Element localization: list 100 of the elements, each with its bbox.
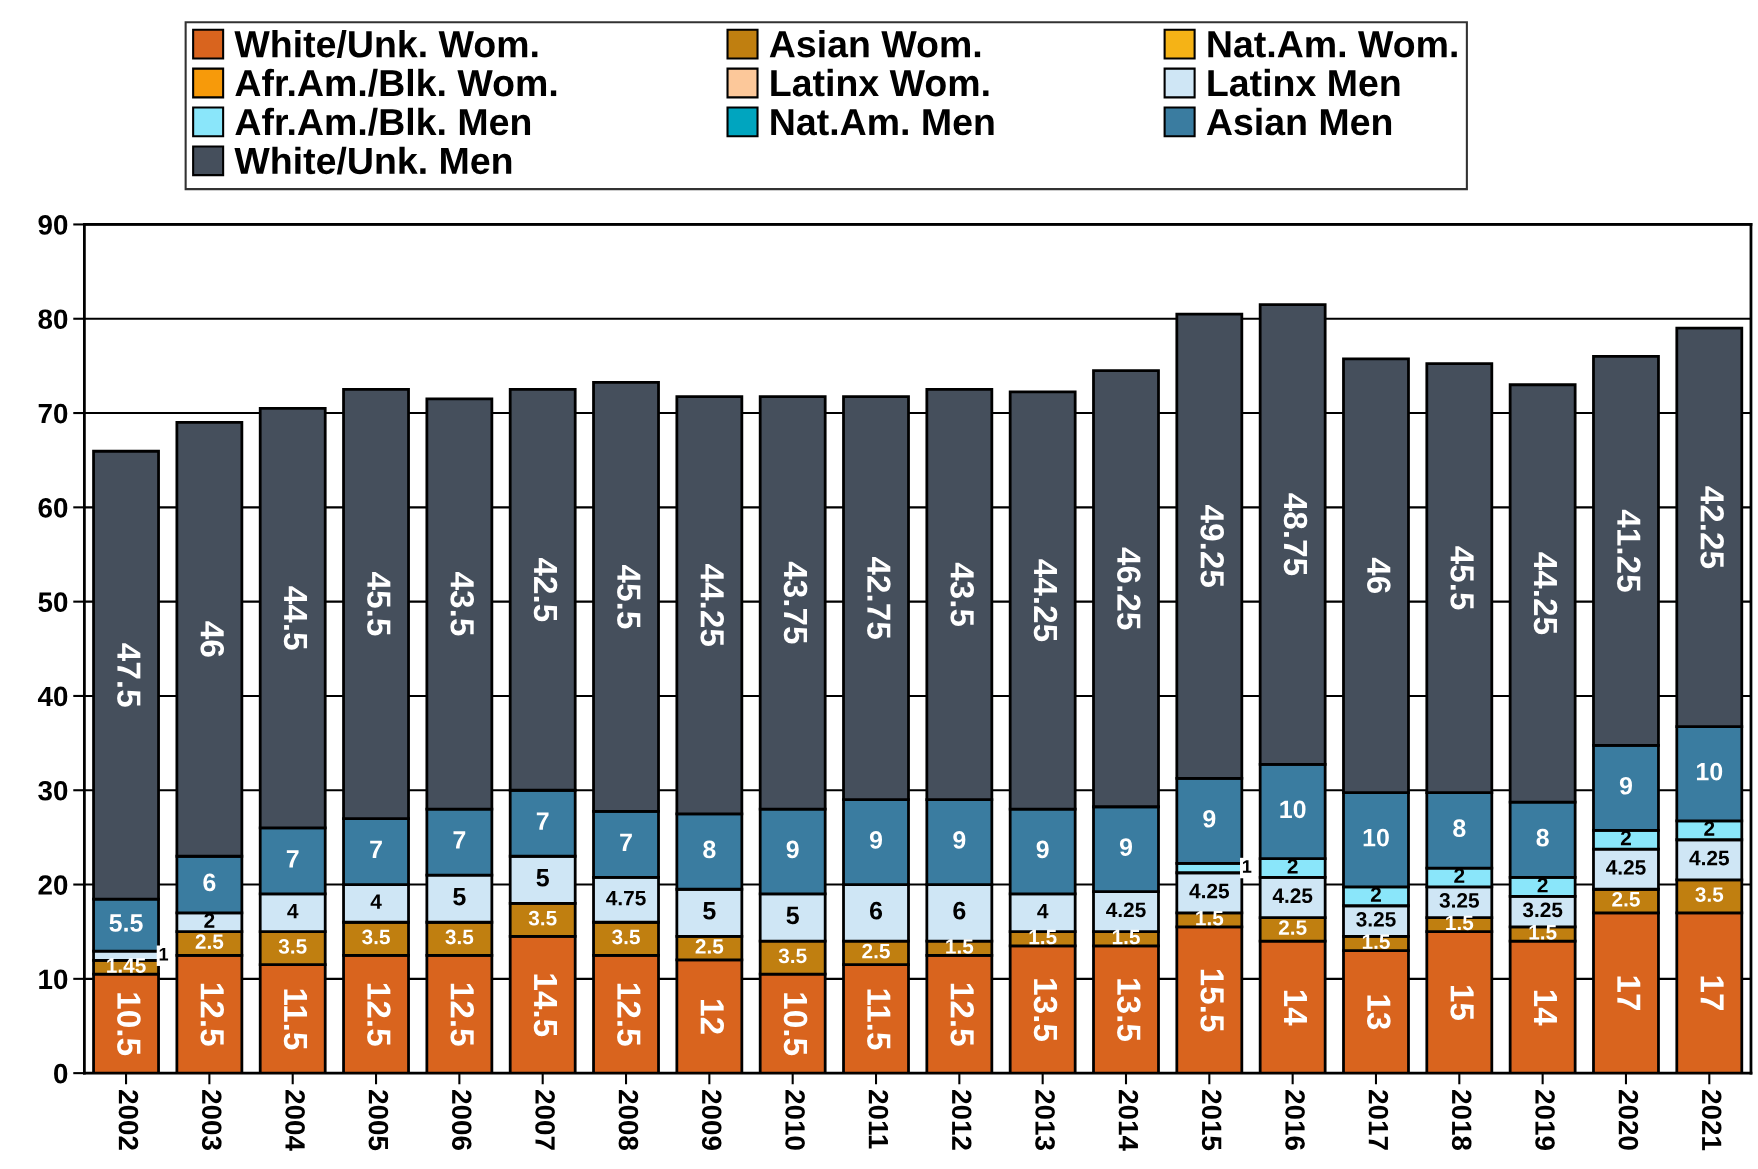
y-tick-label: 30 — [38, 780, 68, 801]
data-label: 9 — [1203, 809, 1216, 828]
data-label: 15 — [1450, 985, 1474, 1021]
data-label: 4.25 — [1689, 850, 1729, 866]
data-label: 4 — [1037, 903, 1049, 919]
data-label: 12.5 — [200, 983, 225, 1046]
legend-label: White/Unk. Men — [234, 146, 512, 175]
data-label: 1.45 — [107, 958, 146, 973]
data-label: 6 — [203, 873, 216, 892]
data-label: 1 — [1242, 860, 1252, 873]
data-label: 14 — [1284, 990, 1307, 1026]
data-label: 3.5 — [778, 948, 807, 964]
data-label: 8 — [703, 840, 716, 859]
data-label: 49.25 — [1200, 505, 1224, 588]
data-label: 3.25 — [1356, 911, 1396, 927]
data-label: 7 — [286, 850, 299, 868]
data-label: 11.5 — [283, 989, 308, 1050]
data-label: 4 — [370, 894, 382, 909]
data-label: 3.5 — [1695, 887, 1724, 902]
data-label: 9 — [953, 831, 966, 849]
data-label: 12.5 — [617, 983, 641, 1046]
data-label: 13.5 — [1033, 979, 1058, 1041]
data-label: 9 — [1619, 776, 1632, 795]
data-label: 6 — [869, 901, 883, 920]
data-label: 1.5 — [1446, 915, 1474, 931]
data-label: 2.5 — [862, 943, 890, 959]
x-tick-label: 2012 — [951, 1090, 972, 1150]
x-tick-label: 2021 — [1701, 1090, 1722, 1151]
data-label: 3.5 — [278, 939, 307, 954]
data-label: 4.25 — [1606, 860, 1646, 875]
data-label: 13.5 — [1117, 979, 1141, 1041]
data-label: 44.5 — [283, 586, 308, 650]
data-label: 3.25 — [1522, 902, 1563, 918]
data-label: 1.5 — [1112, 929, 1140, 945]
data-label: 46 — [1367, 557, 1391, 594]
data-label: 6 — [953, 901, 966, 920]
y-tick-label: 70 — [38, 403, 68, 424]
x-tick-label: 2013 — [1035, 1090, 1055, 1150]
data-label: 12.5 — [367, 983, 391, 1046]
data-label: 43.75 — [783, 561, 808, 644]
x-tick-label: 2017 — [1368, 1090, 1389, 1150]
data-label: 9 — [1119, 838, 1133, 856]
data-label: 13 — [1366, 995, 1391, 1030]
data-label: 2.5 — [195, 934, 224, 950]
data-label: 42.5 — [533, 557, 558, 622]
data-label: 4.25 — [1106, 902, 1146, 918]
data-label: 12.5 — [950, 983, 974, 1046]
data-label: 4.25 — [1272, 888, 1313, 904]
data-label: 5 — [536, 869, 549, 887]
x-tick-label: 2006 — [451, 1090, 472, 1150]
x-tick-label: 2020 — [1618, 1090, 1639, 1150]
y-tick-label: 40 — [37, 686, 68, 707]
data-label: 4.25 — [1189, 883, 1230, 899]
data-label: 15.5 — [1200, 969, 1224, 1032]
x-tick-label: 2004 — [285, 1090, 305, 1151]
x-tick-label: 2009 — [701, 1090, 722, 1150]
data-label: 1.5 — [1529, 925, 1557, 940]
data-label: 7 — [370, 840, 382, 858]
x-tick-label: 2019 — [1535, 1090, 1555, 1150]
data-label: 2 — [1620, 830, 1631, 846]
legend-label: Nat.Am. Men — [771, 109, 994, 136]
data-label: 9 — [786, 840, 799, 859]
data-label: 9 — [869, 831, 883, 849]
data-label: 17 — [1617, 976, 1641, 1011]
data-label: 1 — [159, 947, 169, 961]
data-label: 46 — [200, 621, 225, 657]
data-label: 12.5 — [450, 983, 475, 1046]
y-tick-label: 50 — [38, 592, 68, 612]
data-label: 2 — [1704, 821, 1715, 836]
data-label: 1.5 — [1362, 934, 1390, 950]
data-label: 7 — [620, 833, 632, 851]
data-label: 14 — [1534, 990, 1557, 1026]
x-tick-label: 2011 — [868, 1090, 889, 1149]
data-label: 2 — [1537, 877, 1548, 893]
legend-label: Afr.Am./Blk. Wom. — [235, 68, 557, 97]
data-label: 3.5 — [445, 929, 474, 945]
data-label: 4.75 — [606, 890, 646, 906]
data-label: 14.5 — [533, 974, 558, 1037]
data-label: 45.5 — [617, 565, 641, 629]
data-label: 44.25 — [700, 563, 725, 646]
data-label: 10.5 — [117, 993, 141, 1056]
x-tick-label: 2005 — [368, 1090, 389, 1151]
x-tick-label: 2002 — [118, 1090, 139, 1150]
x-tick-label: 2018 — [1451, 1090, 1472, 1151]
y-tick-label: 60 — [38, 498, 68, 518]
data-label: 43.5 — [450, 572, 475, 636]
data-label: 1.5 — [1029, 929, 1057, 945]
x-tick-label: 2007 — [535, 1090, 555, 1150]
legend-label: Nat.Am. Wom. — [1208, 31, 1457, 58]
legend-label: Latinx Men — [1208, 68, 1400, 97]
x-tick-label: 2016 — [1285, 1090, 1305, 1150]
data-label: 12 — [700, 1000, 725, 1034]
data-label: 8 — [1536, 828, 1549, 847]
data-label: 1.5 — [946, 939, 974, 954]
data-label: 44.25 — [1033, 559, 1058, 642]
legend-label: Latinx Wom. — [771, 68, 989, 97]
x-tick-label: 2014 — [1118, 1090, 1139, 1151]
data-label: 7 — [453, 831, 466, 849]
y-tick-label: 0 — [54, 1063, 68, 1084]
data-label: 45.5 — [1450, 546, 1474, 610]
